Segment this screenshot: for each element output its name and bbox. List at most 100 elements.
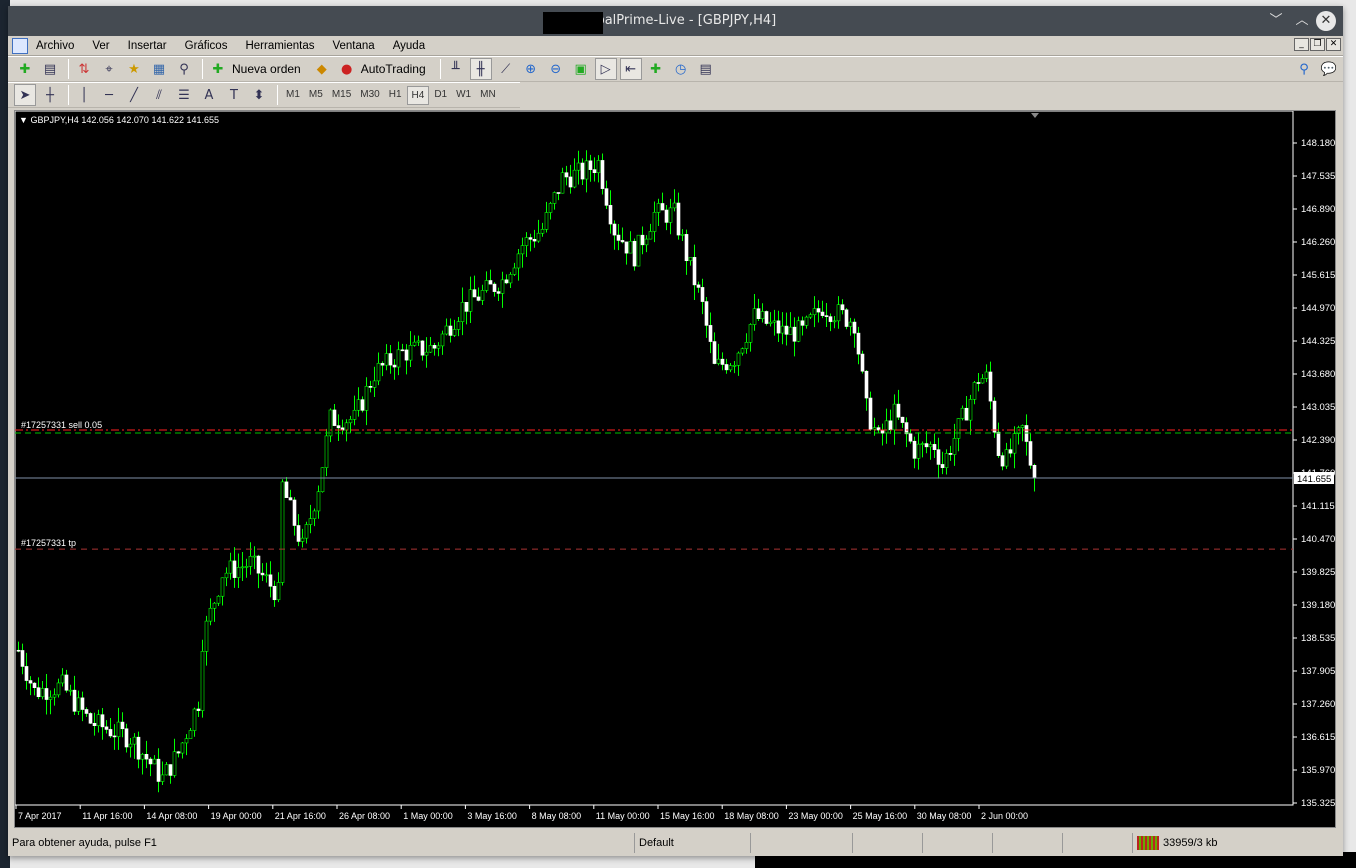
timeframe-w1[interactable]: W1 [456, 88, 472, 100]
price-tick-label: 143.035 [1301, 402, 1335, 413]
app-icon[interactable] [12, 37, 28, 54]
bid-price-label: 141.655 [1297, 474, 1331, 485]
title-bar[interactable]: GlobalPrime-Live - [GBPJPY,H4] ﹀ ︿ ✕ [8, 6, 1343, 36]
bear-candle [504, 279, 509, 284]
auto-scroll-icon[interactable]: ▷ [594, 58, 617, 80]
connection-status: 33959/3 kb [1132, 833, 1272, 853]
bull-candle [200, 651, 205, 711]
bull-candle [68, 689, 73, 692]
price-tick-label: 138.535 [1301, 633, 1335, 644]
menu-graficos[interactable]: Gráficos [184, 39, 228, 52]
data-window-icon[interactable]: ⌖ [105, 61, 113, 77]
timeframe-m5[interactable]: M5 [308, 88, 323, 100]
menu-herramientas[interactable]: Herramientas [245, 39, 315, 52]
time-tick-label: 7 Apr 2017 [18, 811, 62, 821]
bar-chart-icon[interactable]: ╨ [451, 61, 460, 77]
templates-icon[interactable]: ▤ [699, 61, 712, 77]
timeframe-m15[interactable]: M15 [331, 88, 352, 100]
new-order-button[interactable]: Nueva orden [232, 62, 301, 76]
chart-shift-icon[interactable]: ⇤ [619, 58, 642, 80]
tile-windows-icon[interactable]: ▣ [574, 61, 587, 77]
timeframe-m1[interactable]: M1 [286, 88, 300, 100]
price-tick-label: 137.905 [1301, 666, 1335, 677]
bull-candle [832, 320, 837, 323]
terminal-icon[interactable]: ▦ [152, 61, 166, 77]
new-order-icon[interactable]: ✚ [212, 61, 224, 77]
profiles-icon[interactable]: ▤ [43, 61, 57, 77]
menu-ver[interactable]: Ver [92, 39, 110, 52]
equidistant-channel-icon[interactable]: ⫽ [156, 87, 162, 103]
bull-candle [956, 418, 961, 439]
bear-candle [624, 241, 629, 254]
time-tick-label: 26 Apr 08:00 [339, 811, 390, 821]
navigator-icon[interactable]: ★ [128, 61, 140, 77]
bear-candle [432, 345, 437, 349]
bear-candle [120, 721, 125, 730]
crosshair-icon[interactable]: ┼ [46, 87, 54, 103]
bull-candle [316, 491, 321, 512]
bear-candle [864, 370, 869, 399]
trendline-icon[interactable]: ╱ [130, 87, 138, 103]
divider [68, 85, 69, 105]
drawing-toolbar: ➤ ┼ │ ─ ╱ ⫽ ☰ A T ⬍ M1 M5 M15 M30 H1 H4 D1 W1 MN [8, 82, 520, 108]
metaeditor-icon[interactable]: ◆ [316, 61, 327, 77]
bull-candle [220, 577, 225, 597]
arrows-icon[interactable]: ⬍ [253, 87, 265, 103]
bear-candle [80, 697, 85, 710]
chart-menu-arrow-icon[interactable]: ▼ [19, 115, 28, 125]
window-title: GlobalPrime-Live - [GBPJPY,H4] [574, 13, 777, 28]
strategy-tester-icon[interactable]: ⚲ [179, 61, 189, 77]
bear-candle [472, 289, 477, 298]
bull-candle [40, 688, 45, 698]
bear-candle [840, 304, 845, 311]
bear-candle [852, 321, 857, 334]
line-chart-icon[interactable]: ⟋ [501, 61, 511, 77]
mdi-close-icon[interactable]: ✕ [1326, 38, 1341, 51]
menu-archivo[interactable]: Archivo [36, 39, 75, 52]
mdi-restore-icon[interactable]: ❐ [1310, 38, 1325, 51]
text-label-icon[interactable]: T [230, 87, 238, 103]
timeframe-m30[interactable]: M30 [360, 88, 380, 100]
bear-candle [404, 349, 409, 361]
periods-icon[interactable]: ◷ [674, 61, 687, 77]
bear-candle [592, 169, 597, 174]
autotrading-button[interactable]: AutoTrading [360, 62, 426, 76]
autotrading-icon[interactable]: ● [341, 61, 353, 77]
market-watch-icon[interactable]: ⇅ [78, 61, 90, 77]
price-chart[interactable]: 148.180 147.535 146.890 146.260 145.615 144.9… [14, 110, 1336, 828]
bear-candle [284, 481, 289, 498]
traffic-value: 33959/3 kb [1163, 837, 1218, 849]
new-chart-icon[interactable]: ✚ [19, 61, 31, 77]
timeframe-mn[interactable]: MN [480, 88, 496, 100]
fibonacci-icon[interactable]: ☰ [178, 87, 190, 103]
menu-ventana[interactable]: Ventana [332, 39, 375, 52]
bull-candle [892, 403, 897, 431]
close-button[interactable]: ✕ [1316, 11, 1336, 31]
text-icon[interactable]: A [204, 87, 214, 103]
mdi-minimize-icon[interactable]: _ [1294, 38, 1309, 51]
divider [202, 59, 203, 79]
bear-candle [784, 325, 789, 335]
indicators-icon[interactable]: ✚ [650, 61, 662, 77]
vertical-line-icon[interactable]: │ [80, 87, 88, 103]
bull-candle [768, 321, 773, 324]
cursor-icon[interactable]: ➤ [14, 84, 36, 106]
timeframe-h1[interactable]: H1 [388, 88, 402, 100]
minimize-button[interactable]: ﹀ [1269, 13, 1283, 28]
bear-candle [532, 239, 537, 242]
timeframe-d1[interactable]: D1 [434, 88, 448, 100]
menu-ayuda[interactable]: Ayuda [392, 39, 426, 52]
zoom-out-icon[interactable]: ⊖ [550, 61, 562, 77]
maximize-button[interactable]: ︿ [1295, 13, 1309, 28]
bull-candle [736, 352, 741, 366]
zoom-in-icon[interactable]: ⊕ [525, 61, 537, 77]
bull-candle [928, 444, 933, 448]
chat-icon[interactable]: 💬 [1320, 61, 1338, 77]
menu-insertar[interactable]: Insertar [127, 39, 167, 52]
horizontal-line-icon[interactable]: ─ [105, 87, 113, 103]
timeframe-h4[interactable]: H4 [406, 85, 430, 105]
search-icon[interactable]: ⚲ [1299, 61, 1309, 77]
bear-candle [464, 302, 469, 312]
bear-candle [288, 497, 293, 501]
candlestick-chart-icon[interactable]: ╫ [469, 58, 492, 80]
